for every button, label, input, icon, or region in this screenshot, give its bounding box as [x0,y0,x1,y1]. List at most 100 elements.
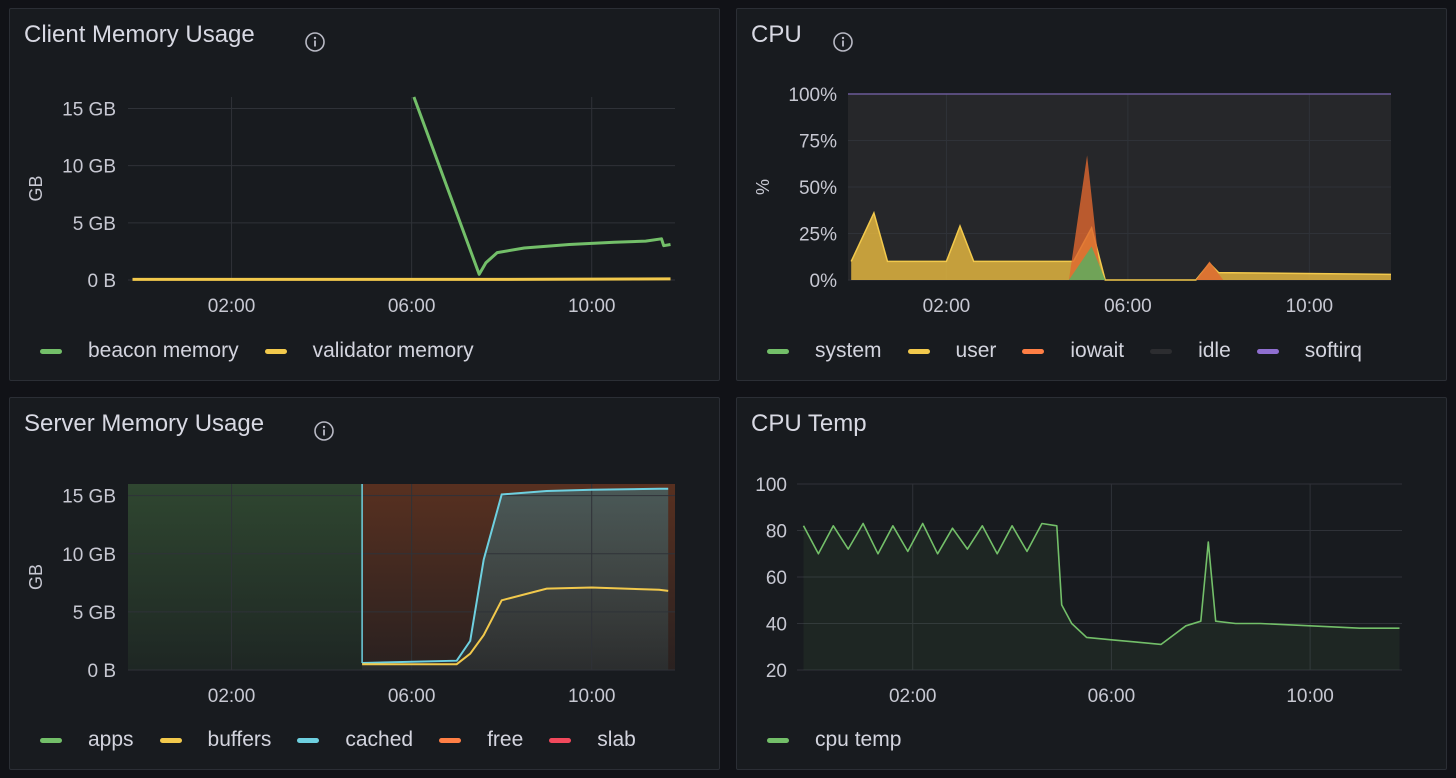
x-tick-label: 02:00 [923,296,971,317]
legend-item[interactable]: buffers [159,728,272,752]
server-memory-panel: Server Memory Usage 15 GB 10 GB 5 GB 0 B 02:… [9,397,720,770]
y-axis-label: GB [26,175,46,201]
legend-item[interactable]: cached [297,728,413,752]
client-memory-legend: beacon memory validator memory [40,339,500,363]
cpu-temp-legend: cpu temp [767,728,927,752]
legend-item[interactable]: slab [549,728,636,752]
y-axis-label: % [753,179,773,195]
legend-item[interactable]: beacon memory [40,339,239,363]
y-tick-label: 0 B [87,271,116,292]
y-tick-label: 5 GB [73,214,116,235]
y-tick-label: 75% [799,132,837,153]
legend-label: iowait [1070,339,1125,362]
legend-item[interactable]: system [767,339,882,363]
legend-item[interactable]: apps [40,728,134,752]
legend-swatch [40,348,62,354]
series-cpu-temp-fill [803,523,1400,670]
y-tick-label: 80 [766,522,787,543]
legend-swatch [264,348,287,354]
legend-item[interactable]: free [439,728,523,752]
y-tick-label: 20 [766,661,787,682]
client-memory-panel: Client Memory Usage 15 GB 10 GB 5 GB 0 B 02:… [9,8,720,381]
cpu-chart[interactable]: 100% 75% 50% 25% 0% 02:00 06:00 10:00% [737,9,1448,329]
legend-label: validator memory [312,339,474,362]
legend-label: softirq [1304,339,1362,362]
panel-title[interactable]: CPU Temp [751,410,867,437]
legend-item[interactable]: validator memory [264,339,474,363]
legend-label: cpu temp [815,728,902,751]
series-beacon-memory [412,96,671,276]
legend-item[interactable]: iowait [1022,339,1124,363]
client-memory-chart[interactable]: 15 GB 10 GB 5 GB 0 B 02:00 06:00 10:00 GB [10,9,721,329]
y-tick-label: 0% [810,271,838,292]
x-tick-label: 10:00 [1286,296,1334,317]
legend-label: user [955,339,997,362]
legend-label: cached [345,728,414,751]
x-tick-label: 06:00 [388,686,436,707]
series-user [851,213,1391,280]
panel-title[interactable]: CPU [751,21,802,48]
cpu-temp-chart[interactable]: 100 80 60 40 20 02:00 06:00 10:00 [737,398,1448,718]
legend-item[interactable]: idle [1150,339,1231,363]
legend-item[interactable]: user [907,339,997,363]
y-tick-label: 10 GB [62,545,116,566]
legend-swatch [439,737,462,743]
cpu-panel: CPU 100% 75% 50% 25% 0% 02:00 06:00 10:00% syst… [736,8,1447,381]
legend-swatch [549,737,572,743]
legend-label: system [815,339,882,362]
info-icon[interactable] [305,32,325,52]
server-memory-legend: apps buffers cached free slab [40,728,662,752]
y-tick-label: 0 B [87,661,116,682]
legend-swatch [40,737,62,743]
x-tick-label: 02:00 [208,296,256,317]
x-tick-label: 02:00 [889,686,937,707]
series-apps [128,484,363,670]
series-cached [362,487,669,664]
legend-swatch [1022,348,1045,354]
y-tick-label: 15 GB [62,487,116,508]
legend-label: slab [597,728,636,751]
legend-label: beacon memory [88,339,239,362]
legend-swatch [907,348,930,354]
panel-title[interactable]: Server Memory Usage [24,410,265,437]
cpu-legend: system user iowait idle softirq [767,339,1388,363]
y-tick-label: 10 GB [62,157,116,178]
x-tick-label: 02:00 [208,686,256,707]
legend-item[interactable]: cpu temp [767,728,901,752]
x-tick-label: 10:00 [568,296,616,317]
series-buffers [362,586,669,666]
legend-swatch [1150,348,1173,354]
legend-swatch [767,348,789,354]
x-tick-label: 10:00 [568,686,616,707]
server-memory-chart[interactable]: 15 GB 10 GB 5 GB 0 B 02:00 06:00 10:00 GB [10,398,721,718]
info-icon[interactable] [833,32,853,52]
legend-swatch [1256,348,1279,354]
x-tick-label: 06:00 [1088,686,1136,707]
y-tick-label: 40 [766,615,787,636]
legend-label: apps [88,728,134,751]
y-tick-label: 25% [799,225,837,246]
series-cpu-temp [802,522,1400,646]
y-tick-label: 5 GB [73,603,116,624]
series-validator-memory [132,277,671,281]
y-tick-label: 100 [755,475,787,496]
legend-swatch [297,737,320,743]
y-tick-label: 15 GB [62,99,116,120]
legend-label: buffers [207,728,272,751]
y-tick-label: 50% [799,178,837,199]
x-tick-label: 06:00 [1104,296,1152,317]
cpu-temp-panel: CPU Temp 100 80 60 40 20 02:00 06:00 10:00 cpu … [736,397,1447,770]
panel-title[interactable]: Client Memory Usage [24,21,255,48]
legend-swatch [767,737,789,743]
legend-label: free [487,728,524,751]
legend-label: idle [1198,339,1231,362]
y-axis-label: GB [26,564,46,590]
legend-item[interactable]: softirq [1256,339,1362,363]
series-system [1068,246,1106,280]
legend-swatch [159,737,182,743]
x-tick-label: 06:00 [388,296,436,317]
y-tick-label: 60 [766,568,787,589]
info-icon[interactable] [314,421,334,441]
y-tick-label: 100% [788,85,837,106]
x-tick-label: 10:00 [1286,686,1334,707]
